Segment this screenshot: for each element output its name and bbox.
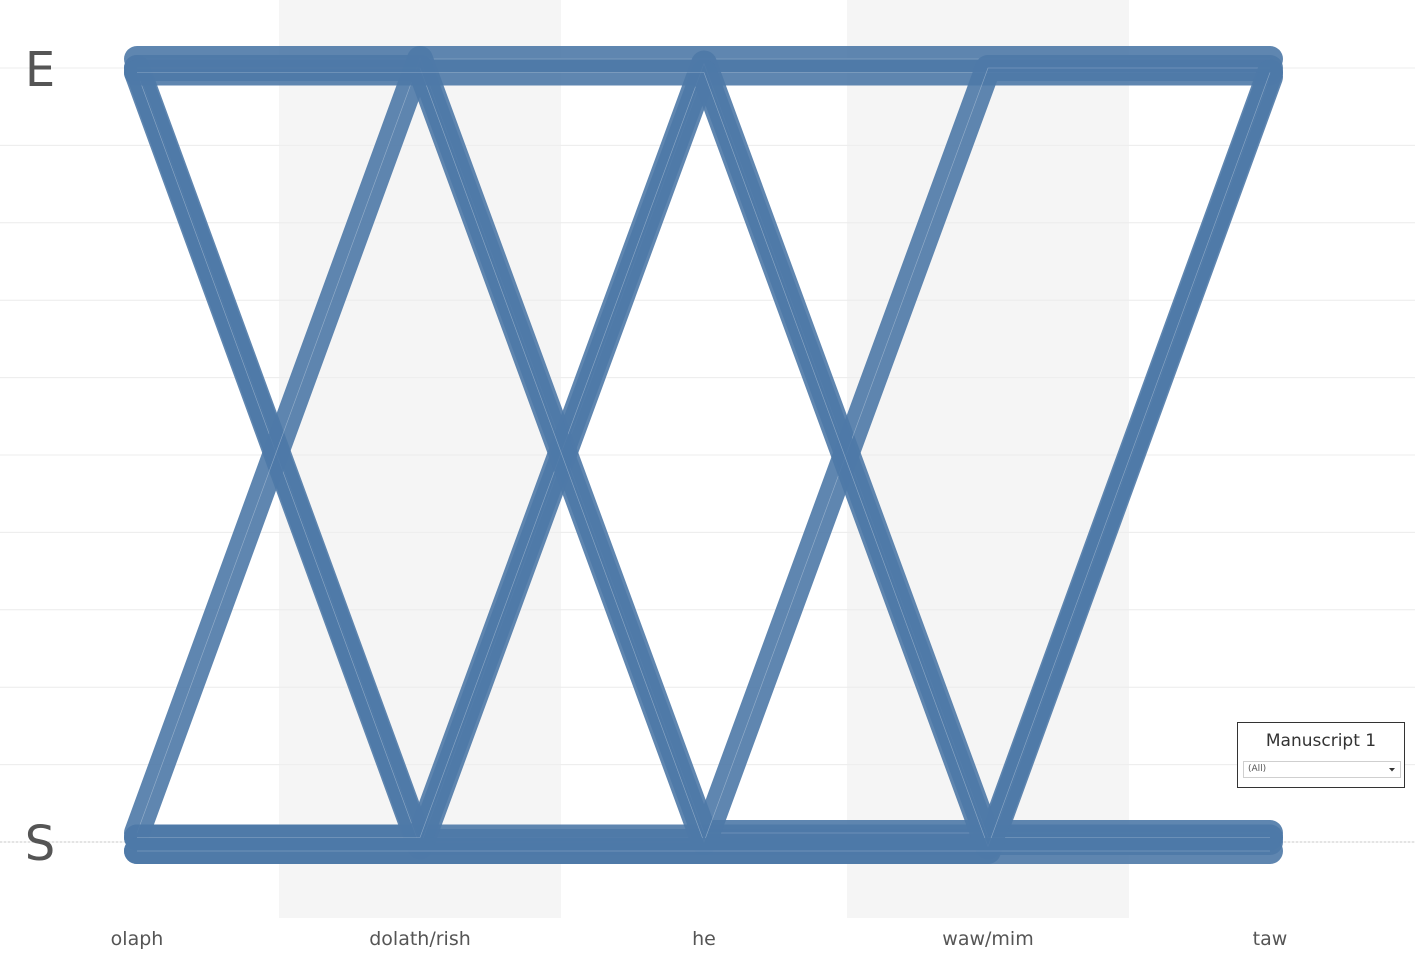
series-lines [124, 46, 1283, 864]
x-tick-label: waw/mim [942, 928, 1033, 950]
y-axis-labels: ES [25, 42, 55, 872]
x-tick-label: dolath/rish [369, 928, 471, 950]
y-tick-label: S [25, 816, 55, 872]
x-tick-label: taw [1253, 928, 1288, 950]
gridlines [0, 67, 1415, 843]
series-line [124, 59, 1283, 860]
filter-title: Manuscript 1 [1265, 731, 1377, 751]
filter-dropdown[interactable]: (All) [1243, 761, 1401, 778]
filter-selected-value: (All) [1248, 764, 1267, 774]
x-tick-label: he [692, 928, 716, 950]
column-band [279, 0, 561, 918]
x-tick-label: olaph [111, 928, 164, 950]
series-line-highlight [137, 72, 1271, 848]
manuscript-filter: Manuscript 1 (All) [1237, 722, 1405, 788]
column-band [847, 0, 1129, 918]
x-axis-labels: olaph dolath/rish he waw/mim taw [111, 928, 1288, 950]
chevron-down-icon [1389, 768, 1395, 772]
y-tick-label: E [25, 42, 55, 98]
